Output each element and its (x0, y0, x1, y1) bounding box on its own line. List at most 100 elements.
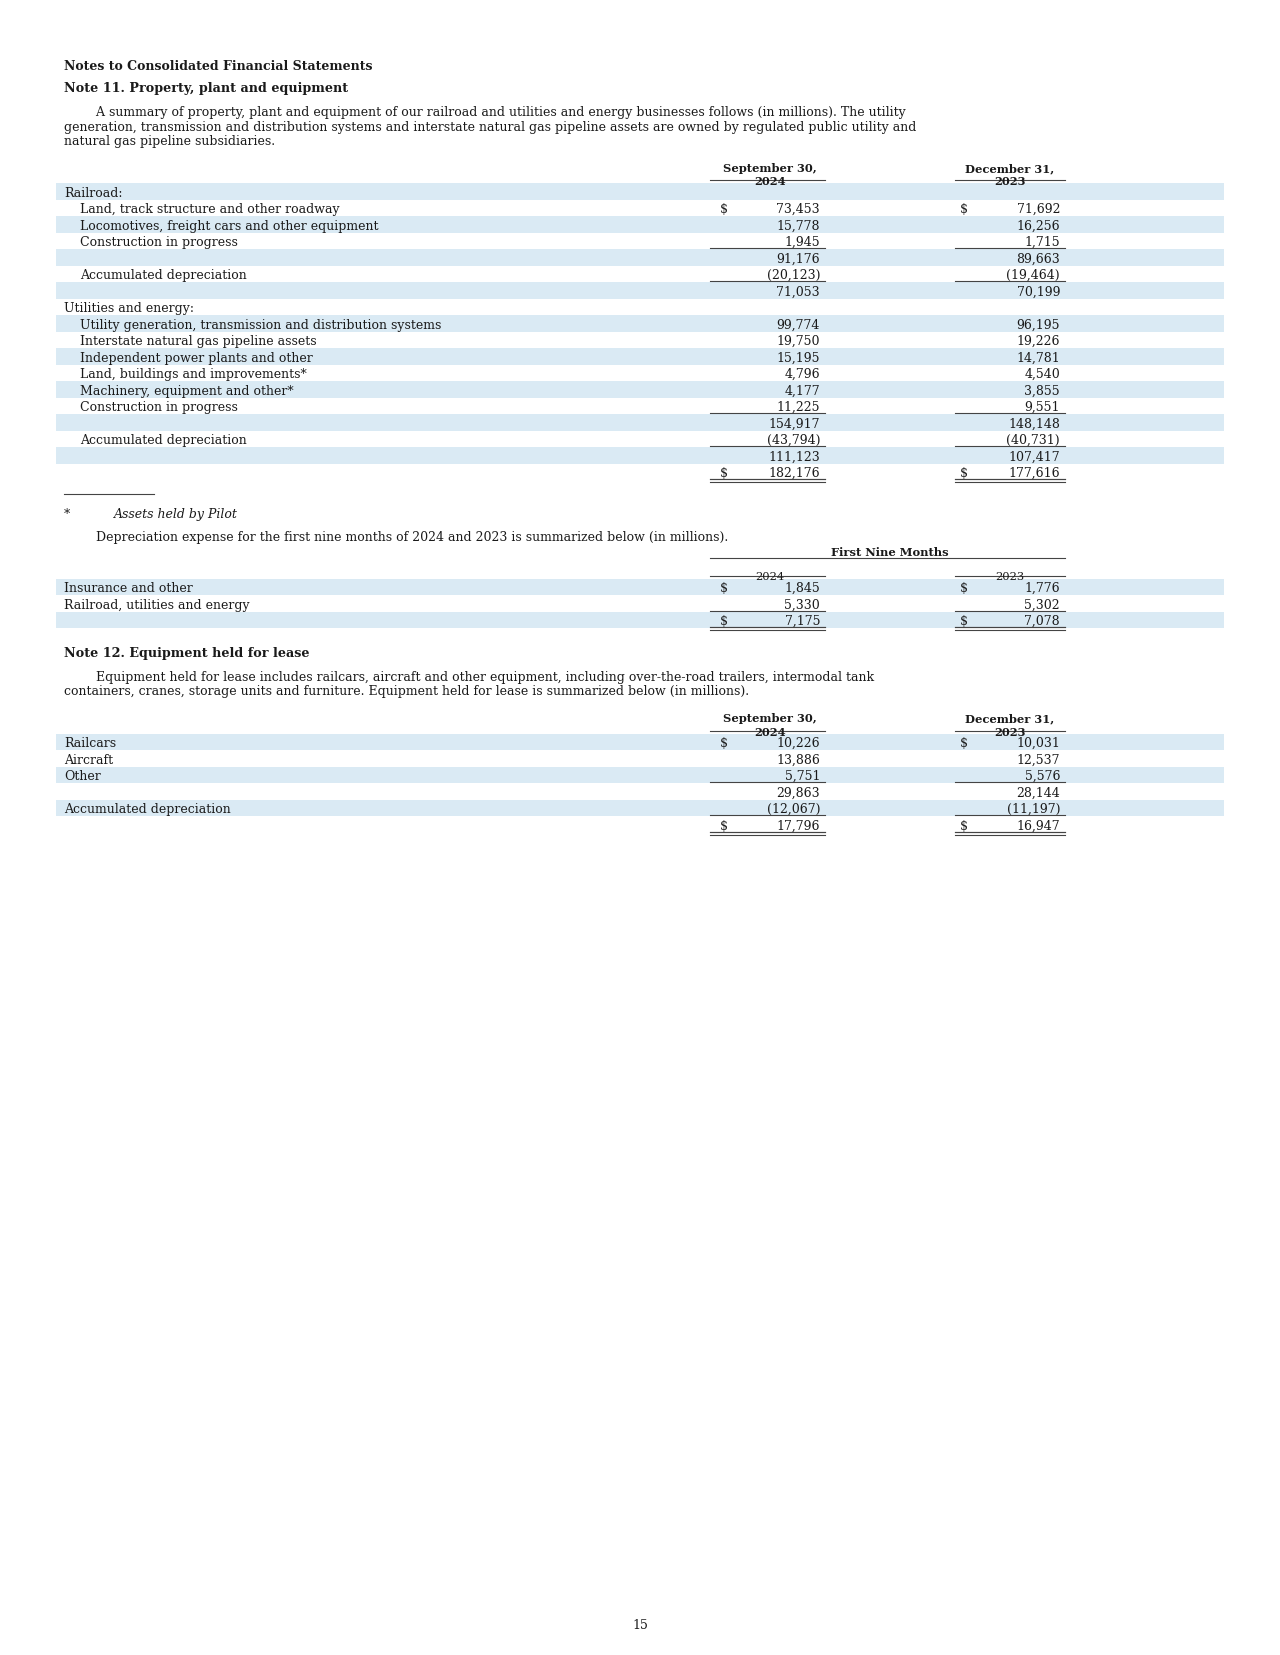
Text: 2023: 2023 (995, 727, 1025, 736)
Text: 2024: 2024 (755, 571, 785, 581)
Bar (56, 415, 1224, 432)
Text: Note 12. Equipment held for lease: Note 12. Equipment held for lease (64, 647, 310, 660)
Text: *: * (64, 508, 70, 520)
Text: 15,195: 15,195 (777, 351, 820, 364)
Bar (56, 735, 1224, 751)
Text: 177,616: 177,616 (1009, 467, 1060, 480)
Text: 1,845: 1,845 (785, 581, 820, 594)
Text: 19,226: 19,226 (1016, 334, 1060, 348)
Text: Other: Other (64, 770, 101, 783)
Text: 16,947: 16,947 (1016, 819, 1060, 832)
Text: 182,176: 182,176 (768, 467, 820, 480)
Text: 7,175: 7,175 (785, 614, 820, 627)
Text: Accumulated depreciation: Accumulated depreciation (64, 803, 230, 816)
Text: $: $ (960, 581, 968, 594)
Text: 9,551: 9,551 (1024, 401, 1060, 414)
Text: Aircraft: Aircraft (64, 753, 113, 766)
Text: 2023: 2023 (996, 571, 1024, 581)
Text: First Nine Months: First Nine Months (831, 548, 948, 558)
Bar (56, 579, 1224, 596)
Text: (12,067): (12,067) (767, 803, 820, 816)
Text: Accumulated depreciation: Accumulated depreciation (79, 268, 247, 281)
Text: Interstate natural gas pipeline assets: Interstate natural gas pipeline assets (79, 334, 316, 348)
Text: $: $ (960, 204, 968, 215)
Text: Railcars: Railcars (64, 736, 116, 750)
Bar (56, 316, 1224, 333)
Text: Notes to Consolidated Financial Statements: Notes to Consolidated Financial Statemen… (64, 60, 372, 73)
Text: 14,781: 14,781 (1016, 351, 1060, 364)
Text: 10,031: 10,031 (1016, 736, 1060, 750)
Bar (56, 766, 1224, 783)
Text: 19,750: 19,750 (777, 334, 820, 348)
Text: 73,453: 73,453 (777, 204, 820, 215)
Text: (40,731): (40,731) (1006, 434, 1060, 447)
Text: Note 11. Property, plant and equipment: Note 11. Property, plant and equipment (64, 83, 348, 94)
Text: $: $ (719, 204, 728, 215)
Bar (56, 382, 1224, 399)
Text: Depreciation expense for the first nine months of 2024 and 2023 is summarized be: Depreciation expense for the first nine … (64, 530, 728, 543)
Text: 10,226: 10,226 (777, 736, 820, 750)
Text: September 30,: September 30, (723, 162, 817, 174)
Text: 99,774: 99,774 (777, 318, 820, 331)
Text: $: $ (960, 736, 968, 750)
Text: 1,715: 1,715 (1024, 237, 1060, 248)
Text: 28,144: 28,144 (1016, 786, 1060, 799)
Text: Machinery, equipment and other*: Machinery, equipment and other* (79, 384, 293, 397)
Text: 15,778: 15,778 (777, 220, 820, 232)
Text: 71,053: 71,053 (777, 285, 820, 298)
Text: 17,796: 17,796 (777, 819, 820, 832)
Text: 13,886: 13,886 (776, 753, 820, 766)
Text: 148,148: 148,148 (1009, 417, 1060, 430)
Text: Insurance and other: Insurance and other (64, 581, 193, 594)
Text: A summary of property, plant and equipment of our railroad and utilities and ene: A summary of property, plant and equipme… (64, 106, 906, 119)
Text: Equipment held for lease includes railcars, aircraft and other equipment, includ: Equipment held for lease includes railca… (64, 670, 874, 684)
Text: $: $ (960, 819, 968, 832)
Text: $: $ (719, 581, 728, 594)
Text: Railroad:: Railroad: (64, 187, 123, 200)
Text: 70,199: 70,199 (1016, 285, 1060, 298)
Bar (56, 612, 1224, 629)
Text: natural gas pipeline subsidiaries.: natural gas pipeline subsidiaries. (64, 136, 275, 147)
Bar (56, 799, 1224, 816)
Bar (56, 449, 1224, 463)
Text: December 31,: December 31, (965, 162, 1055, 174)
Bar (56, 184, 1224, 200)
Text: Accumulated depreciation: Accumulated depreciation (79, 434, 247, 447)
Text: 71,692: 71,692 (1016, 204, 1060, 215)
Text: Independent power plants and other: Independent power plants and other (79, 351, 312, 364)
Text: 2023: 2023 (995, 175, 1025, 187)
Text: 15: 15 (632, 1619, 648, 1632)
Bar (56, 217, 1224, 233)
Text: 107,417: 107,417 (1009, 450, 1060, 463)
Text: 7,078: 7,078 (1024, 614, 1060, 627)
Text: 2024: 2024 (754, 727, 786, 736)
Text: 5,751: 5,751 (785, 770, 820, 783)
Text: 154,917: 154,917 (768, 417, 820, 430)
Bar (56, 283, 1224, 300)
Text: (19,464): (19,464) (1006, 268, 1060, 281)
Text: 16,256: 16,256 (1016, 220, 1060, 232)
Text: 111,123: 111,123 (768, 450, 820, 463)
Text: 4,540: 4,540 (1024, 367, 1060, 381)
Text: 91,176: 91,176 (777, 253, 820, 265)
Text: 5,302: 5,302 (1024, 597, 1060, 611)
Text: (20,123): (20,123) (767, 268, 820, 281)
Text: December 31,: December 31, (965, 713, 1055, 725)
Text: Locomotives, freight cars and other equipment: Locomotives, freight cars and other equi… (79, 220, 379, 232)
Text: 1,945: 1,945 (785, 237, 820, 248)
Text: (43,794): (43,794) (767, 434, 820, 447)
Text: 96,195: 96,195 (1016, 318, 1060, 331)
Text: Land, track structure and other roadway: Land, track structure and other roadway (79, 204, 339, 215)
Bar (56, 349, 1224, 366)
Text: 3,855: 3,855 (1024, 384, 1060, 397)
Text: Land, buildings and improvements*: Land, buildings and improvements* (79, 367, 307, 381)
Text: 4,177: 4,177 (785, 384, 820, 397)
Text: 5,330: 5,330 (785, 597, 820, 611)
Text: $: $ (719, 736, 728, 750)
Text: 11,225: 11,225 (777, 401, 820, 414)
Text: Assets held by Pilot: Assets held by Pilot (114, 508, 238, 520)
Text: $: $ (719, 819, 728, 832)
Text: $: $ (960, 614, 968, 627)
Text: (11,197): (11,197) (1006, 803, 1060, 816)
Bar (56, 250, 1224, 266)
